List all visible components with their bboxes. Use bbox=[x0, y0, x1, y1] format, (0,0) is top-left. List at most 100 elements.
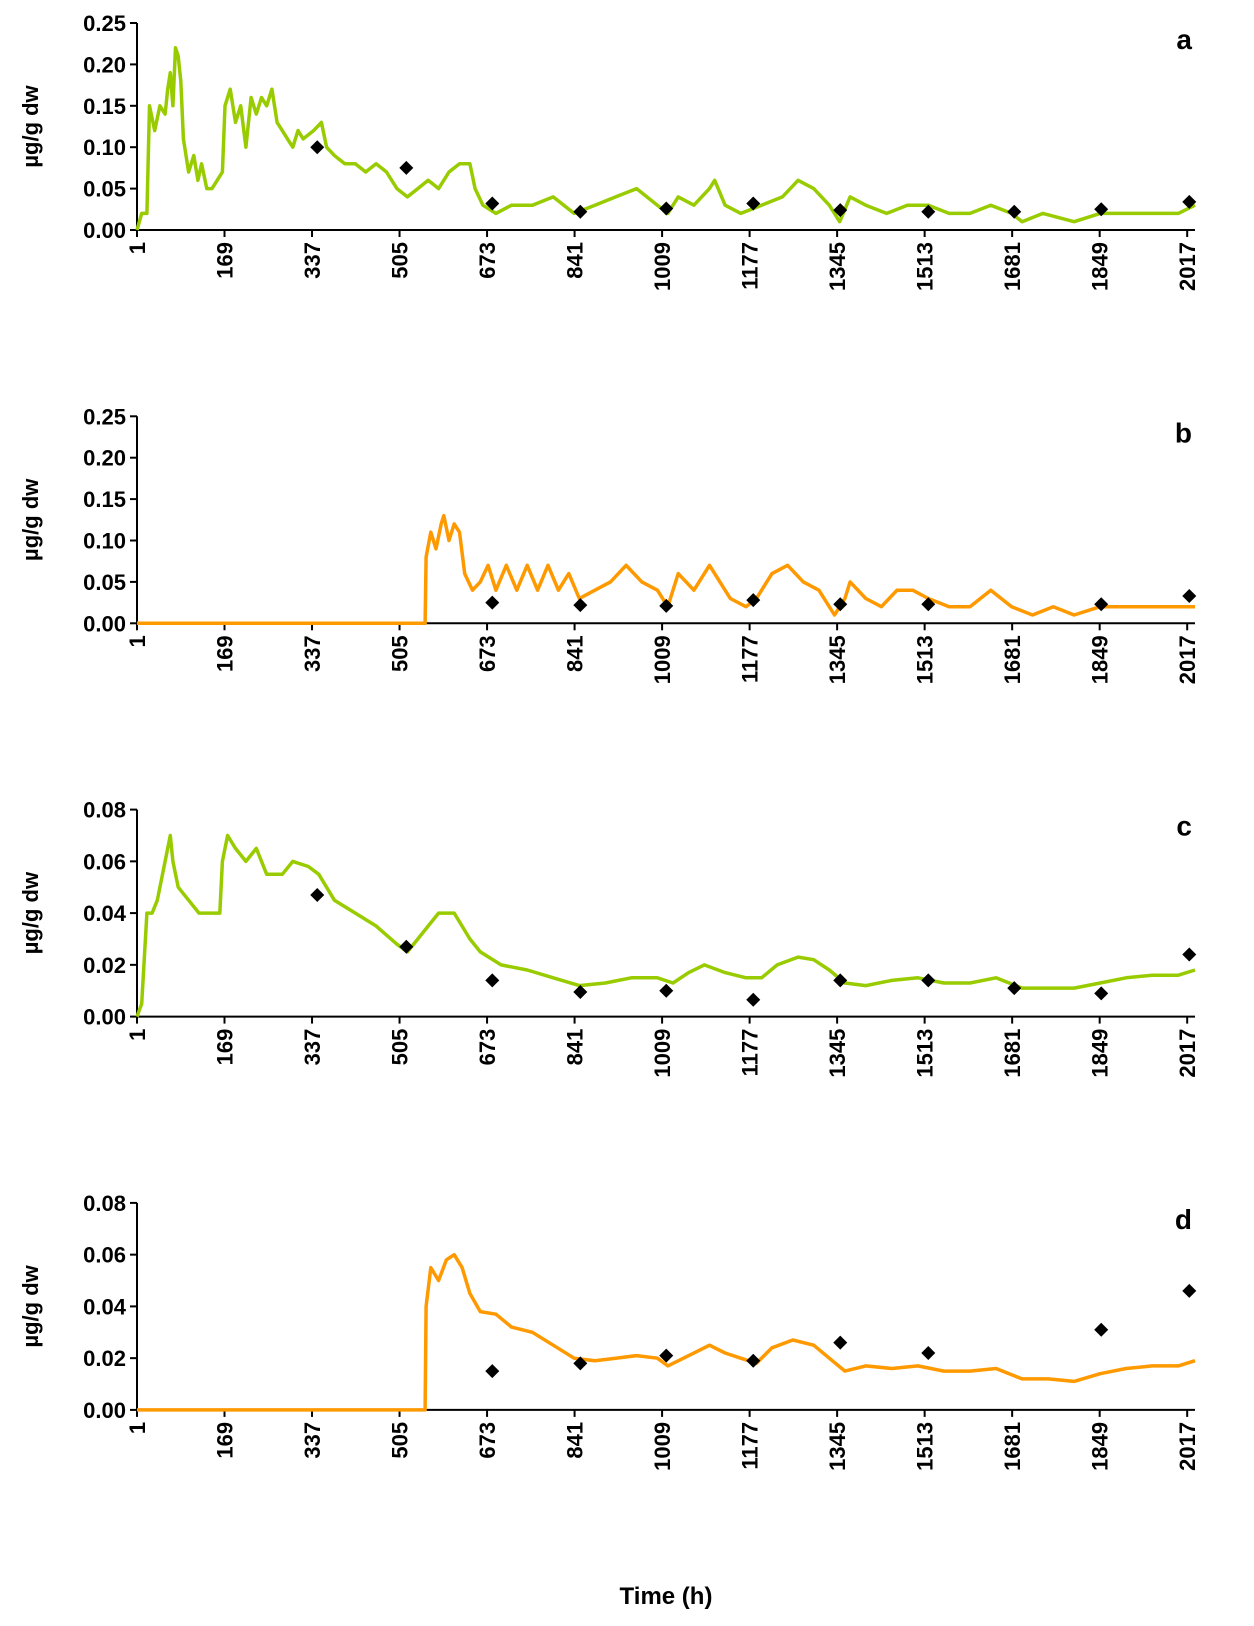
y-tick-label: 0.08 bbox=[83, 1191, 126, 1216]
y-tick-label: 0.00 bbox=[83, 1005, 126, 1030]
data-point bbox=[746, 992, 761, 1007]
y-tick-label: 0.15 bbox=[83, 94, 126, 119]
x-tick-label: 2017 bbox=[1175, 635, 1200, 684]
x-tick-label: 1681 bbox=[1000, 1422, 1025, 1471]
data-point bbox=[310, 140, 325, 155]
y-axis-label: µg/g dw bbox=[18, 871, 43, 954]
x-tick-label: 673 bbox=[475, 242, 500, 279]
x-tick-label: 337 bbox=[300, 242, 325, 279]
y-axis-label: µg/g dw bbox=[18, 478, 43, 561]
y-tick-label: 0.02 bbox=[83, 1346, 126, 1371]
data-point bbox=[1094, 1322, 1109, 1337]
x-tick-label: 2017 bbox=[1175, 1029, 1200, 1078]
data-point bbox=[659, 1348, 674, 1363]
x-tick-label: 1345 bbox=[825, 1029, 850, 1078]
panel-label: a bbox=[1176, 24, 1192, 55]
y-tick-label: 0.04 bbox=[83, 1294, 127, 1319]
data-point bbox=[485, 1364, 500, 1379]
data-point bbox=[573, 598, 588, 613]
x-tick-label: 1513 bbox=[913, 242, 938, 291]
data-point bbox=[573, 985, 588, 1000]
data-point bbox=[833, 203, 848, 218]
data-point bbox=[659, 201, 674, 216]
x-tick-label: 1177 bbox=[738, 635, 763, 683]
x-tick-label: 169 bbox=[213, 1029, 238, 1066]
data-line bbox=[135, 46, 1196, 231]
x-tick-label: 1 bbox=[125, 635, 150, 647]
x-tick-label: 1009 bbox=[650, 242, 675, 291]
y-tick-label: 0.20 bbox=[83, 52, 126, 77]
x-tick-label: 1849 bbox=[1088, 635, 1113, 684]
y-tick-label: 0.00 bbox=[83, 218, 126, 243]
x-tick-label: 1681 bbox=[1000, 1029, 1025, 1078]
x-tick-label: 1849 bbox=[1088, 1422, 1113, 1471]
x-tick-label: 1177 bbox=[738, 1029, 763, 1077]
x-tick-label: 2017 bbox=[1175, 242, 1200, 291]
data-point bbox=[1094, 986, 1109, 1001]
x-tick-label: 1849 bbox=[1088, 242, 1113, 291]
data-point bbox=[1007, 204, 1022, 219]
data-point bbox=[833, 1335, 848, 1350]
x-tick-label: 337 bbox=[300, 635, 325, 672]
x-tick-label: 337 bbox=[300, 1029, 325, 1066]
x-tick-label: 1009 bbox=[650, 635, 675, 684]
data-point bbox=[746, 1353, 761, 1368]
y-axis-label: µg/g dw bbox=[18, 1264, 43, 1347]
data-point bbox=[1182, 194, 1197, 209]
data-point bbox=[485, 196, 500, 211]
data-line bbox=[135, 833, 1196, 1018]
data-point bbox=[921, 597, 936, 612]
x-tick-label: 1849 bbox=[1088, 1029, 1113, 1078]
data-line bbox=[137, 513, 1195, 626]
x-axis-label: Time (h) bbox=[620, 1583, 713, 1610]
data-point bbox=[746, 593, 761, 608]
data-point bbox=[573, 1356, 588, 1371]
x-tick-label: 1 bbox=[125, 242, 150, 254]
x-tick-label: 1513 bbox=[913, 635, 938, 684]
data-point bbox=[921, 973, 936, 988]
data-point bbox=[921, 1345, 936, 1360]
data-point bbox=[746, 196, 761, 211]
x-tick-label: 673 bbox=[475, 635, 500, 672]
y-tick-label: 0.08 bbox=[83, 798, 126, 823]
x-tick-label: 1 bbox=[125, 1422, 150, 1434]
data-point bbox=[921, 204, 936, 219]
data-point bbox=[1007, 981, 1022, 996]
y-tick-label: 0.00 bbox=[83, 1398, 126, 1423]
x-tick-label: 505 bbox=[388, 242, 413, 279]
x-tick-label: 841 bbox=[563, 1029, 588, 1066]
data-point bbox=[485, 595, 500, 610]
x-tick-label: 673 bbox=[475, 1029, 500, 1066]
x-tick-label: 2017 bbox=[1175, 1422, 1200, 1471]
x-tick-label: 505 bbox=[388, 1029, 413, 1066]
y-tick-label: 0.10 bbox=[83, 529, 126, 554]
x-tick-label: 1009 bbox=[650, 1029, 675, 1078]
x-tick-label: 169 bbox=[213, 635, 238, 672]
x-tick-label: 1345 bbox=[825, 635, 850, 684]
x-tick-label: 841 bbox=[563, 242, 588, 279]
data-point bbox=[310, 887, 325, 902]
x-tick-label: 841 bbox=[563, 1422, 588, 1459]
y-tick-label: 0.04 bbox=[83, 901, 127, 926]
x-tick-label: 1177 bbox=[738, 242, 763, 290]
data-point bbox=[833, 973, 848, 988]
data-point bbox=[659, 598, 674, 613]
x-tick-label: 1513 bbox=[913, 1029, 938, 1078]
data-point bbox=[1182, 1283, 1197, 1298]
data-point bbox=[573, 204, 588, 219]
data-point bbox=[1182, 947, 1197, 962]
y-tick-label: 0.05 bbox=[83, 177, 126, 202]
x-tick-label: 673 bbox=[475, 1422, 500, 1459]
y-tick-label: 0.02 bbox=[83, 953, 126, 978]
y-tick-label: 0.25 bbox=[83, 404, 126, 429]
data-point bbox=[659, 983, 674, 998]
y-tick-label: 0.25 bbox=[83, 11, 126, 36]
data-point bbox=[485, 973, 500, 988]
x-tick-label: 1177 bbox=[738, 1422, 763, 1470]
x-tick-label: 1345 bbox=[825, 242, 850, 291]
data-point bbox=[399, 160, 414, 175]
y-tick-label: 0.00 bbox=[83, 611, 126, 636]
y-tick-label: 0.10 bbox=[83, 135, 126, 160]
